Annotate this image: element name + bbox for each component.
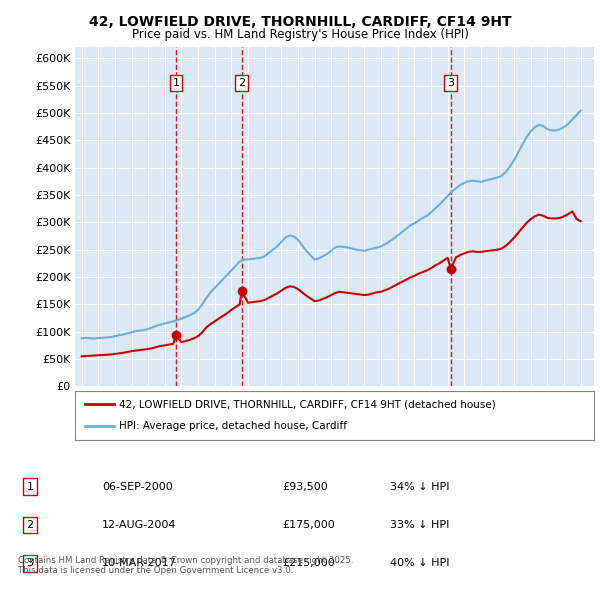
Text: £215,000: £215,000 [282,559,335,568]
Text: £175,000: £175,000 [282,520,335,530]
Text: 42, LOWFIELD DRIVE, THORNHILL, CARDIFF, CF14 9HT: 42, LOWFIELD DRIVE, THORNHILL, CARDIFF, … [89,15,511,29]
Text: 12-AUG-2004: 12-AUG-2004 [102,520,176,530]
Text: Contains HM Land Registry data © Crown copyright and database right 2025.
This d: Contains HM Land Registry data © Crown c… [18,556,353,575]
Text: 34% ↓ HPI: 34% ↓ HPI [390,482,449,491]
Text: 1: 1 [26,482,34,491]
Text: 3: 3 [26,559,34,568]
Text: 06-SEP-2000: 06-SEP-2000 [102,482,173,491]
Text: HPI: Average price, detached house, Cardiff: HPI: Average price, detached house, Card… [119,421,347,431]
Text: 40% ↓ HPI: 40% ↓ HPI [390,559,449,568]
Text: 1: 1 [173,78,179,88]
Text: Price paid vs. HM Land Registry's House Price Index (HPI): Price paid vs. HM Land Registry's House … [131,28,469,41]
Text: £93,500: £93,500 [282,482,328,491]
Text: 33% ↓ HPI: 33% ↓ HPI [390,520,449,530]
Text: 2: 2 [26,520,34,530]
Text: 3: 3 [447,78,454,88]
Text: 42, LOWFIELD DRIVE, THORNHILL, CARDIFF, CF14 9HT (detached house): 42, LOWFIELD DRIVE, THORNHILL, CARDIFF, … [119,399,496,409]
Text: 2: 2 [238,78,245,88]
Text: 10-MAR-2017: 10-MAR-2017 [102,559,177,568]
